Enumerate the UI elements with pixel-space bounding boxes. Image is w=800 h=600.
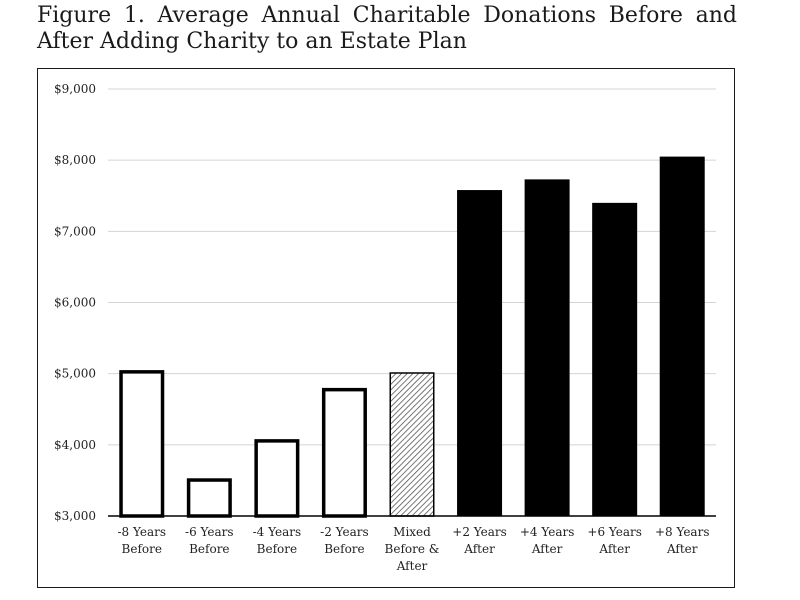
y-tick-label: $3,000 xyxy=(54,509,96,523)
figure-caption: Figure 1. Average Annual Charitable Dona… xyxy=(37,3,737,54)
bar-chart: $3,000 $4,000 $5,000 $6,000 $7,000 $8,000 $9,0… xyxy=(54,82,716,573)
x-category-label: +4 Years After xyxy=(520,525,575,556)
x-category-label: -2 Years Before xyxy=(320,525,369,556)
bar xyxy=(592,202,638,517)
x-category-label: -6 Years Before xyxy=(185,525,234,556)
y-tick-label: $7,000 xyxy=(54,224,96,238)
bar xyxy=(659,156,705,517)
x-category-label: Mixed Before & After xyxy=(385,525,440,573)
x-category-label: +2 Years After xyxy=(452,525,507,556)
bar xyxy=(186,478,232,518)
bar xyxy=(254,439,300,518)
bar xyxy=(457,190,503,517)
y-tick-label: $6,000 xyxy=(54,296,96,310)
x-category-label: +6 Years After xyxy=(587,525,642,556)
bar xyxy=(524,179,570,517)
chart-frame: $3,000 $4,000 $5,000 $6,000 $7,000 $8,000 $9,0… xyxy=(37,68,735,588)
bars xyxy=(108,156,716,518)
x-axis-labels: -8 Years Before -6 Years Before -4 Years Befo… xyxy=(118,525,710,573)
x-category-label: -4 Years Before xyxy=(253,525,302,556)
y-tick-label: $4,000 xyxy=(54,438,96,452)
bar xyxy=(389,372,435,517)
y-tick-label: $8,000 xyxy=(54,153,96,167)
x-category-label: +8 Years After xyxy=(655,525,710,556)
y-axis-ticks: $3,000 $4,000 $5,000 $6,000 $7,000 $8,000 $9,0… xyxy=(54,82,96,523)
y-tick-label: $9,000 xyxy=(54,82,96,96)
y-tick-label: $5,000 xyxy=(54,367,96,381)
x-category-label: -8 Years Before xyxy=(118,525,167,556)
bar xyxy=(119,370,165,518)
bar xyxy=(321,387,367,518)
